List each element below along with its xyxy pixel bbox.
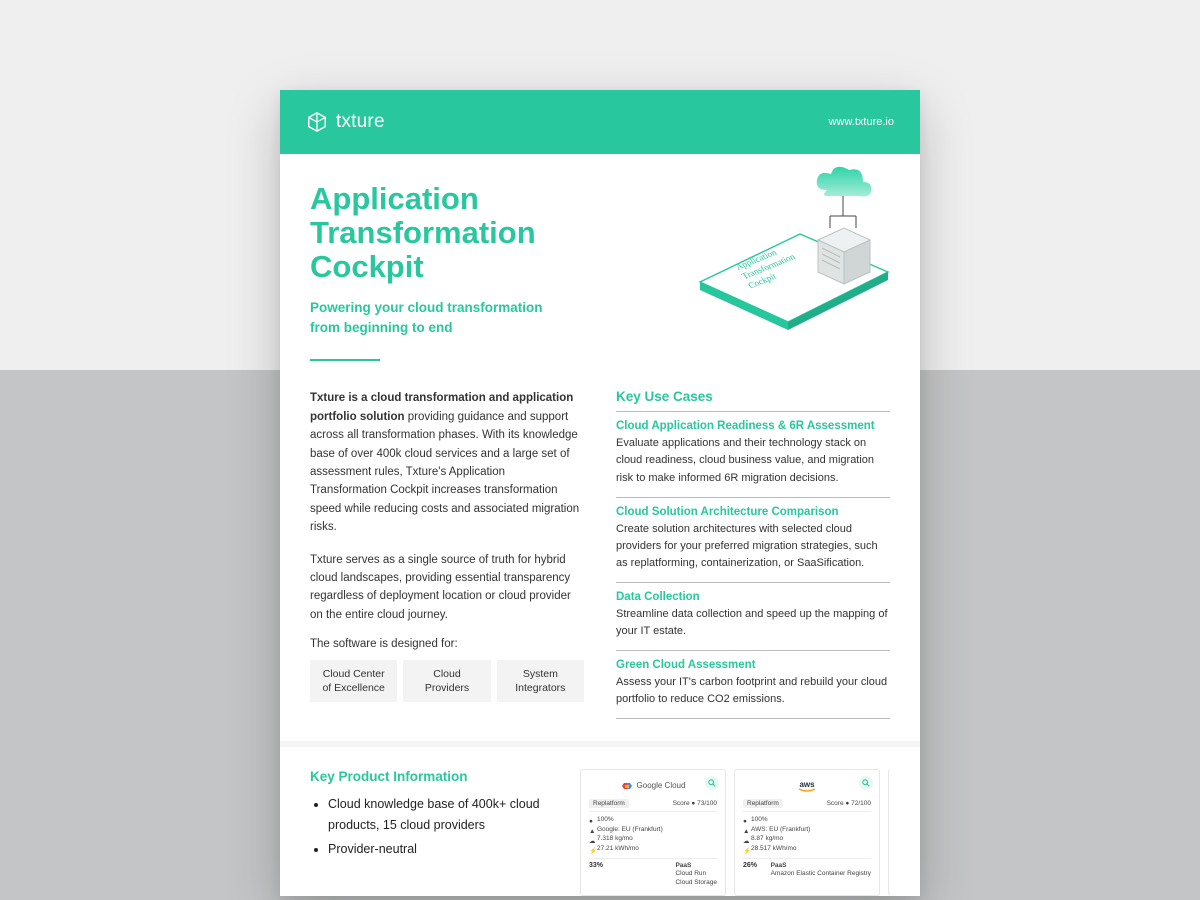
use-case-body: Streamline data collection and speed up … [616, 606, 890, 640]
intro-column: Txture is a cloud transformation and app… [310, 389, 584, 718]
section-kpi: Key Product Information Cloud knowledge … [280, 741, 920, 896]
use-case-title: Green Cloud Assessment [616, 659, 890, 671]
title-line: Transformation [310, 215, 536, 250]
website-url: www.txture.io [829, 116, 894, 128]
audience-chips: Cloud Center of Excellence Cloud Provide… [310, 660, 584, 702]
kpi-bullet: Provider-neutral [328, 839, 554, 860]
brand-logo-icon [306, 111, 328, 133]
designed-for: The software is designed for: [310, 638, 584, 650]
provider-card: Google Cloud ReplatformScore ● 73/100 ●1… [580, 769, 726, 896]
use-case-body: Evaluate applications and their technolo… [616, 435, 890, 486]
zoom-icon[interactable] [705, 776, 719, 790]
hero-illustration: Application Transformation Cockpit [660, 162, 890, 332]
title-rule [310, 359, 380, 361]
use-case: Data Collection Streamline data collecti… [616, 582, 890, 650]
doc-content: Application Transformation Cockpit Power… [280, 154, 920, 741]
brand-name: txture [336, 111, 385, 133]
brand: txture [306, 111, 385, 133]
chip: Cloud Center of Excellence [310, 660, 397, 702]
use-case-body: Create solution architectures with selec… [616, 521, 890, 572]
provider-card: Mi Replatform ●100%▲Azure: Germany We☁9.… [888, 769, 890, 896]
use-case-title: Cloud Solution Architecture Comparison [616, 506, 890, 518]
intro-rest: providing guidance and support across al… [310, 411, 579, 533]
zoom-icon[interactable] [859, 776, 873, 790]
kpi-heading: Key Product Information [310, 769, 554, 784]
title-line: Cockpit [310, 249, 424, 284]
chip: Cloud Providers [403, 660, 490, 702]
intro-p2: Txture serves as a single source of trut… [310, 551, 584, 625]
provider-card: aws ReplatformScore ● 72/100 ●100%▲AWS: … [734, 769, 880, 896]
kpi-block: Key Product Information Cloud knowledge … [310, 769, 554, 896]
kpi-bullets: Cloud knowledge base of 400k+ cloud prod… [310, 794, 554, 861]
use-case-title: Cloud Application Readiness & 6R Assessm… [616, 420, 890, 432]
use-case-title: Data Collection [616, 591, 890, 603]
usecases-heading: Key Use Cases [616, 389, 890, 404]
use-case: Green Cloud Assessment Assess your IT's … [616, 650, 890, 719]
use-case-body: Assess your IT's carbon footprint and re… [616, 674, 890, 708]
title-line: Application [310, 181, 479, 216]
two-column: Txture is a cloud transformation and app… [310, 389, 890, 718]
page-subtitle: Powering your cloud transformation from … [310, 298, 570, 337]
doc-header: txture www.txture.io [280, 90, 920, 154]
use-case: Cloud Application Readiness & 6R Assessm… [616, 411, 890, 496]
intro-p1: Txture is a cloud transformation and app… [310, 389, 584, 536]
chip: System Integrators [497, 660, 584, 702]
kpi-bullet: Cloud knowledge base of 400k+ cloud prod… [328, 794, 554, 837]
svg-text:aws: aws [799, 780, 815, 789]
usecases-column: Key Use Cases Cloud Application Readines… [616, 389, 890, 718]
provider-cards: Google Cloud ReplatformScore ● 73/100 ●1… [580, 769, 890, 896]
document-page: txture www.txture.io Application Transfo… [280, 90, 920, 896]
use-case: Cloud Solution Architecture Comparison C… [616, 497, 890, 582]
